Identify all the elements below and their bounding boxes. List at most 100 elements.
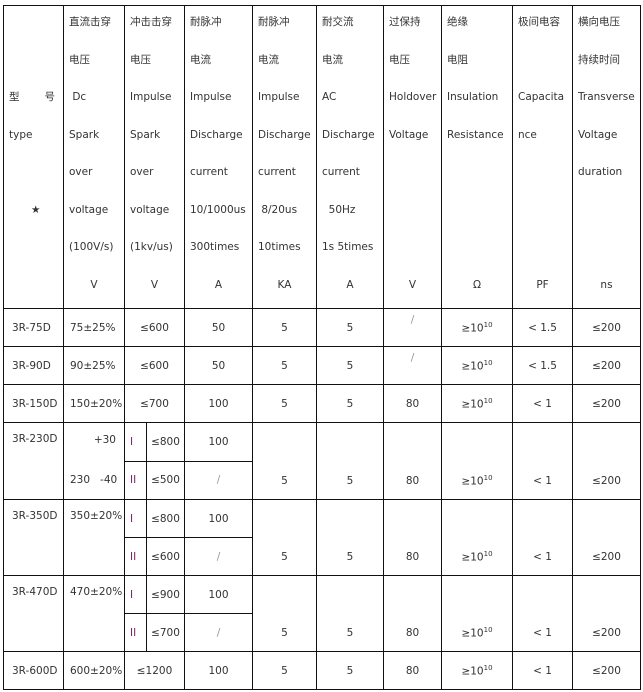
- impulse-cell: ≤1200: [124, 651, 185, 690]
- header-line: 直流击穿: [69, 16, 111, 28]
- grade-cell: II: [124, 460, 147, 500]
- table-subrow: II ≤700 /: [4, 613, 641, 652]
- grade-label: II: [130, 550, 137, 563]
- dc-value: 470±20%: [70, 586, 123, 598]
- impulse-value: ≤600: [151, 550, 180, 563]
- header-line: [389, 192, 441, 230]
- ac-value: 5: [346, 475, 354, 487]
- header-line: 绝缘: [447, 16, 468, 28]
- impulse-1000-value: 100: [208, 397, 229, 410]
- duration-cell: ≤200: [572, 308, 641, 347]
- grade-label: I: [130, 512, 134, 525]
- header-unit: ns: [600, 278, 613, 291]
- header-unit: V: [150, 278, 159, 291]
- type-value: 3R-470D: [12, 586, 58, 598]
- holdover-cell: 80: [383, 384, 442, 423]
- type-cell: 3R-230D: [3, 422, 64, 500]
- header-line: [518, 154, 572, 192]
- header-line: [447, 192, 512, 230]
- table-row: 3R-230D +30 230 -40 I ≤800 100 5 5 80 ≥1010 < 1 ≤20…: [3, 422, 641, 500]
- spec-table: 型 号 type ★ 直流击穿 电压 Dc Spark over voltage (100V…: [3, 5, 641, 690]
- duration-value: ≤200: [592, 551, 621, 563]
- header-line: Insulation: [447, 91, 499, 103]
- duration-value: ≤200: [592, 397, 621, 410]
- grade-cell: I: [124, 499, 147, 538]
- insulation-cell: ≥1010: [441, 575, 513, 652]
- table-row: 3R-350D 350±20% I ≤800 100 5 5 80 ≥1010 < 1 ≤200: [3, 499, 641, 576]
- ac-cell: 5: [316, 308, 384, 347]
- impulse-value: ≤1200: [136, 664, 173, 677]
- ka-cell: 5: [252, 346, 317, 385]
- header-unit: KA: [277, 278, 292, 291]
- dc-cell: 75±25%: [63, 308, 125, 347]
- impulse-1000-cell: 100: [184, 575, 253, 614]
- insulation-exponent: 10: [483, 396, 493, 405]
- header-line: 横向电压: [578, 16, 620, 28]
- header-col-2: 耐脉冲 电流 Impulse Discharge current 10/1000us 300…: [184, 5, 253, 309]
- header-line: voltage: [130, 203, 170, 216]
- header-line: Discharge: [190, 128, 243, 141]
- impulse-1000-cell: 100: [184, 651, 253, 690]
- ka-value: 5: [281, 627, 288, 639]
- impulse-1000-cell: 100: [184, 499, 253, 538]
- impulse-cell: ≤500: [146, 460, 185, 500]
- header-line: [578, 229, 640, 267]
- holdover-value: /: [410, 313, 415, 326]
- duration-value: ≤200: [592, 664, 621, 677]
- header-line: Voltage: [389, 128, 429, 141]
- dc-tolerance-top: +30: [93, 434, 116, 446]
- insulation-cell: ≥1010: [441, 499, 513, 576]
- insulation-exponent: 10: [483, 320, 493, 329]
- ka-cell: 5: [252, 384, 317, 423]
- duration-cell: ≤200: [572, 651, 641, 690]
- grade-cell: II: [124, 613, 147, 652]
- capacitance-value: < 1.5: [528, 321, 557, 334]
- insulation-base: ≥10: [461, 475, 484, 487]
- dc-cell: 470±20%: [63, 575, 125, 652]
- ka-value: 5: [281, 551, 288, 563]
- ka-cell: 5: [252, 575, 317, 652]
- header-line: current: [322, 166, 360, 178]
- header-line: 电流: [190, 53, 211, 66]
- impulse-value: ≤800: [151, 435, 180, 448]
- capacitance-value: < 1.5: [528, 359, 557, 372]
- header-line: Spark: [130, 128, 161, 141]
- capacitance-value: < 1: [533, 627, 552, 639]
- holdover-value: 80: [405, 627, 420, 639]
- ac-value: 5: [346, 359, 354, 372]
- header-line: [578, 192, 640, 230]
- insulation-cell: ≥1010: [441, 384, 513, 423]
- ac-cell: 5: [316, 384, 384, 423]
- header-line: 电阻: [447, 53, 468, 66]
- insulation-base: ≥10: [461, 551, 484, 563]
- capacitance-cell: < 1.5: [512, 308, 573, 347]
- header-line: 300times: [190, 241, 240, 253]
- header-col-7: 极间电容 Capacita nce PF: [512, 5, 573, 309]
- header-unit: A: [346, 278, 354, 291]
- ac-cell: 5: [316, 575, 384, 652]
- ka-value: 5: [281, 475, 288, 487]
- header-line: [518, 42, 572, 80]
- type-cell: 3R-470D: [3, 575, 64, 652]
- header-line: Discharge: [258, 128, 311, 141]
- header-line: Resistance: [447, 128, 504, 141]
- dc-cell: 350±20%: [63, 499, 125, 576]
- header-line: Dc: [69, 91, 87, 103]
- duration-value: ≤200: [592, 359, 621, 372]
- ac-value: 5: [346, 397, 354, 410]
- header-line: 8/20us: [258, 203, 298, 216]
- impulse-1000-value: 100: [208, 435, 229, 448]
- impulse-cell: ≤600: [124, 308, 185, 347]
- header-line: 电流: [322, 53, 343, 66]
- ka-cell: 5: [252, 422, 317, 500]
- header-line: Capacita: [518, 91, 565, 103]
- insulation-base: ≥10: [461, 322, 484, 335]
- impulse-cell: ≤700: [146, 613, 185, 652]
- header-line: 电压: [389, 53, 410, 66]
- header-unit: PF: [536, 278, 549, 291]
- impulse-cell: ≤800: [146, 499, 185, 538]
- header-line: over: [130, 166, 154, 178]
- duration-cell: ≤200: [572, 499, 641, 576]
- header-line: Transverse: [578, 91, 635, 103]
- insulation-exponent: 10: [483, 663, 493, 672]
